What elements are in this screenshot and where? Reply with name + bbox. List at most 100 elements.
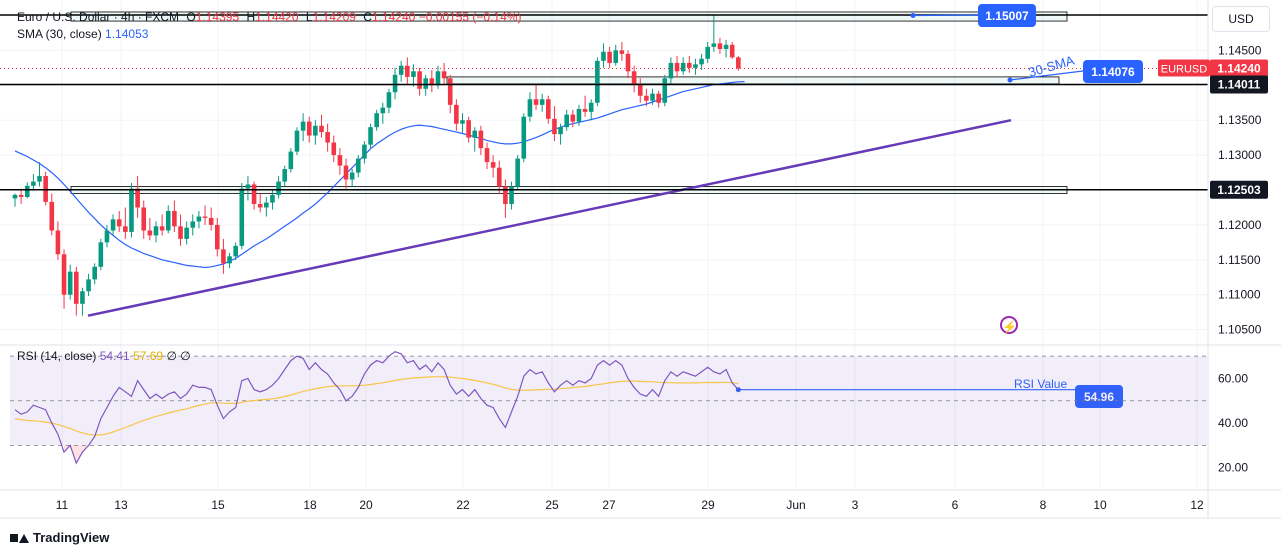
- callout-box: [1083, 60, 1143, 83]
- currency-button[interactable]: USD: [1212, 6, 1270, 32]
- candle: [233, 242, 238, 260]
- candle-body: [484, 148, 490, 163]
- candle: [552, 106, 557, 142]
- candle-body: [178, 226, 183, 239]
- candle-body: [539, 99, 545, 105]
- candle-body: [313, 125, 318, 136]
- candle-body: [699, 58, 704, 65]
- candle: [411, 64, 416, 87]
- candle-body: [37, 176, 42, 182]
- sma-legend-label: SMA (30, close): [17, 27, 102, 41]
- candle-body: [625, 53, 631, 72]
- candle: [736, 55, 741, 71]
- candle-body: [441, 71, 447, 79]
- candle: [644, 88, 649, 107]
- candle-body: [214, 224, 220, 250]
- candle-body: [374, 113, 379, 128]
- candle: [288, 148, 294, 173]
- candle: [245, 176, 251, 201]
- x-tick-label: 27: [602, 498, 616, 512]
- candle: [61, 249, 67, 309]
- level-price-badge: [1210, 75, 1268, 94]
- candle-body: [202, 216, 208, 218]
- candle: [490, 155, 496, 178]
- candle-body: [110, 219, 116, 231]
- callout: 1.14076: [1007, 60, 1143, 83]
- candle: [178, 214, 183, 246]
- candle-body: [601, 51, 606, 61]
- candle-body: [282, 169, 288, 182]
- candle: [270, 190, 275, 210]
- candle-body: [466, 120, 471, 138]
- tradingview-icon: [10, 532, 29, 544]
- candle-body: [159, 226, 165, 231]
- candle: [466, 116, 471, 143]
- candle-body: [49, 201, 55, 231]
- candle: [386, 88, 392, 114]
- close-value: 1.14240: [371, 10, 416, 24]
- y-tick-label: 1.13000: [1218, 148, 1262, 162]
- candle-body: [637, 83, 643, 96]
- candle-body: [239, 188, 245, 246]
- rsi-callout-box: [1075, 385, 1123, 408]
- axes: 11 13 15 18 20 22 25 27 29 Jun 3 6 8 10 12 1.10500 1.110…: [0, 0, 1281, 519]
- candle-body: [24, 185, 30, 197]
- candle-body: [245, 184, 251, 189]
- candle-body: [546, 99, 551, 119]
- candle: [533, 85, 539, 110]
- candle-body: [582, 109, 588, 112]
- x-tick-label: 18: [303, 498, 317, 512]
- rsi-legend[interactable]: RSI (14, close) 54.41 57.69 ∅ ∅: [17, 349, 191, 363]
- candle: [447, 74, 453, 114]
- tradingview-logo[interactable]: TradingView: [10, 530, 109, 545]
- callout-box: [978, 4, 1036, 27]
- low-label: L: [305, 10, 313, 24]
- candle-body: [325, 132, 330, 143]
- candle: [135, 176, 140, 218]
- candle-body: [362, 144, 367, 159]
- candle-body: [717, 43, 723, 49]
- candle: [668, 57, 674, 84]
- change-value: −0.00155 (−0.14%): [418, 10, 522, 24]
- candle-body: [86, 279, 91, 292]
- candle: [362, 141, 367, 164]
- flash-icon[interactable]: ⚡: [1000, 316, 1018, 334]
- symbol-title[interactable]: Euro / U.S. Dollar · 4h · FXCM: [17, 10, 180, 24]
- high-label: H: [246, 10, 256, 24]
- x-tick-label: 11: [56, 498, 69, 512]
- candle: [454, 99, 459, 131]
- candle: [705, 42, 710, 63]
- candle: [521, 113, 527, 163]
- candle-body: [429, 78, 435, 86]
- sma-legend[interactable]: SMA (30, close) 1.14053: [17, 27, 148, 41]
- candle: [12, 193, 18, 207]
- candle-body: [558, 127, 563, 135]
- y-tick-label: 1.14500: [1218, 43, 1262, 57]
- candle: [325, 123, 330, 152]
- candle: [221, 238, 226, 274]
- candle: [159, 214, 165, 236]
- candle-body: [521, 116, 527, 159]
- candle-body: [503, 186, 508, 204]
- candle: [282, 165, 288, 187]
- candle: [257, 193, 263, 213]
- candle: [202, 205, 208, 225]
- candle-body: [190, 221, 196, 228]
- candle: [153, 221, 159, 243]
- candle-body: [417, 71, 422, 89]
- candle: [558, 123, 563, 145]
- sma-annotation-label: 30-SMA: [1027, 52, 1077, 79]
- candle-body: [208, 217, 214, 225]
- candle-body: [18, 194, 24, 197]
- x-tick-label: 6: [952, 498, 959, 512]
- candle: [515, 155, 520, 191]
- candle-body: [221, 249, 226, 264]
- candle-body: [472, 130, 478, 138]
- candle: [190, 214, 196, 236]
- candle-body: [74, 271, 79, 304]
- candle-body: [674, 62, 680, 72]
- candle: [67, 264, 73, 300]
- x-tick-label: 12: [1190, 498, 1204, 512]
